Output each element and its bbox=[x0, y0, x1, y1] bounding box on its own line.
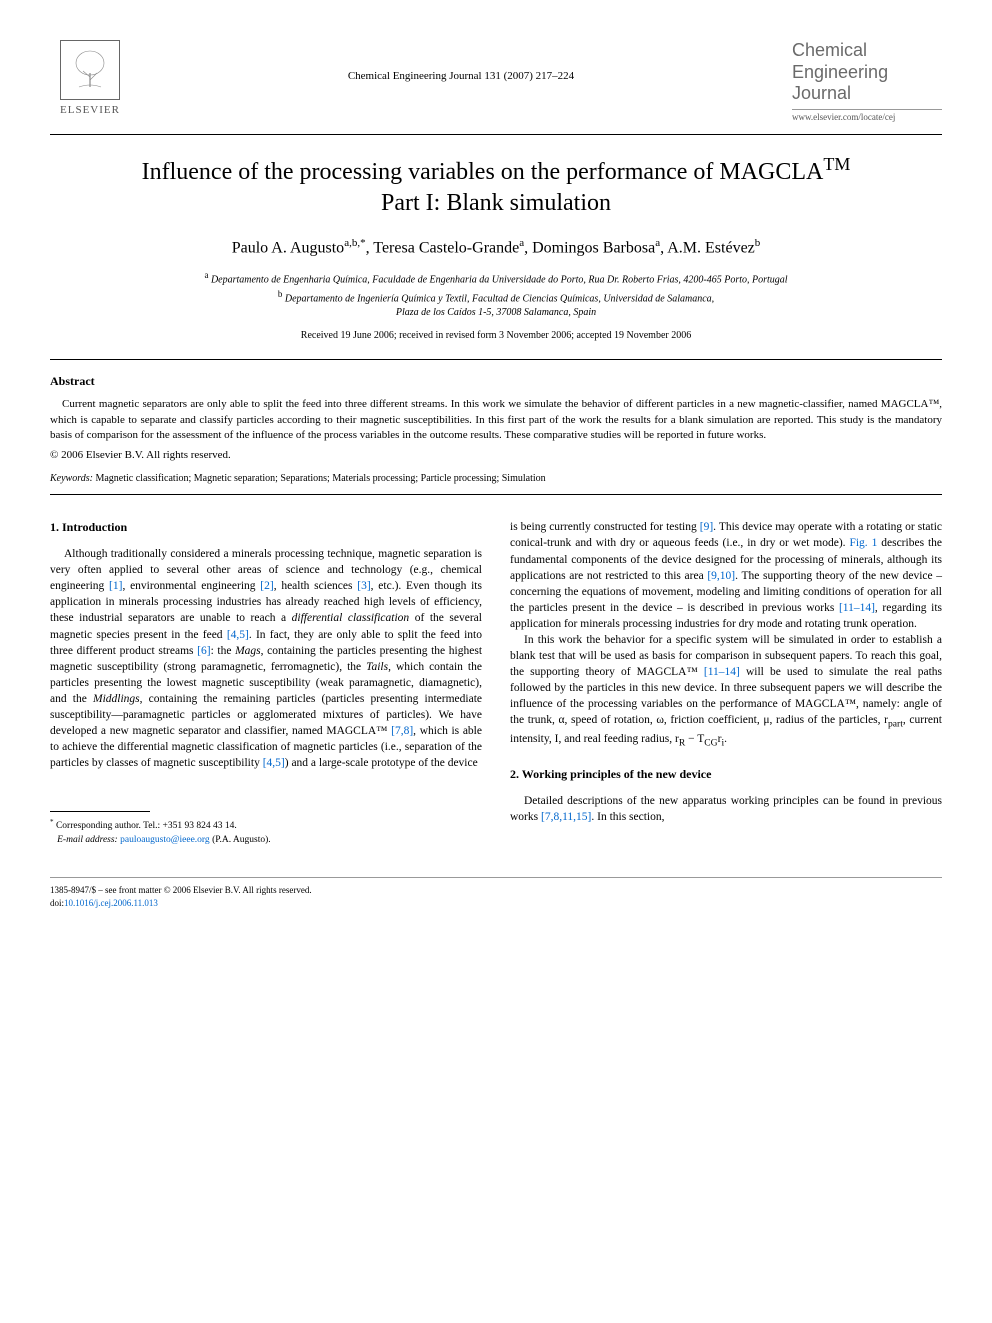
author: Teresa Castelo-Grande bbox=[373, 239, 519, 256]
author: Paulo A. Augusto bbox=[232, 239, 344, 256]
journal-citation: Chemical Engineering Journal 131 (2007) … bbox=[130, 40, 792, 82]
keywords-label: Keywords: bbox=[50, 473, 93, 484]
affiliations: a Departamento de Engenharia Química, Fa… bbox=[50, 269, 942, 320]
citation-link[interactable]: [4,5] bbox=[263, 757, 285, 769]
page-footer: 1385-8947/$ – see front matter © 2006 El… bbox=[50, 884, 942, 909]
citation-link[interactable]: [3] bbox=[357, 580, 370, 592]
journal-url: www.elsevier.com/locate/cej bbox=[792, 109, 942, 122]
author: Domingos Barbosa bbox=[532, 239, 655, 256]
author: A.M. Estévez bbox=[667, 239, 755, 256]
citation-link[interactable]: [7,8] bbox=[391, 725, 413, 737]
horizontal-rule bbox=[50, 494, 942, 495]
citation-link[interactable]: [9,10] bbox=[707, 570, 735, 582]
body-paragraph: In this work the behavior for a specific… bbox=[510, 632, 942, 750]
keywords: Keywords: Magnetic classification; Magne… bbox=[50, 473, 942, 484]
citation-link[interactable]: [7,8,11,15] bbox=[541, 811, 591, 823]
figure-link[interactable]: Fig. 1 bbox=[849, 537, 877, 549]
citation-link[interactable]: [9] bbox=[700, 521, 713, 533]
footnote-separator bbox=[50, 811, 150, 812]
citation-link[interactable]: [2] bbox=[260, 580, 273, 592]
citation-link[interactable]: [6] bbox=[197, 645, 210, 657]
abstract-heading: Abstract bbox=[50, 374, 942, 389]
section-heading: 1. Introduction bbox=[50, 519, 482, 536]
corresponding-author-footnote: * Corresponding author. Tel.: +351 93 82… bbox=[50, 818, 482, 847]
column-left: 1. Introduction Although traditionally c… bbox=[50, 519, 482, 847]
body-paragraph: Detailed descriptions of the new apparat… bbox=[510, 793, 942, 825]
journal-logo-block: Chemical Engineering Journal www.elsevie… bbox=[792, 40, 942, 122]
author-list: Paulo A. Augustoa,b,*, Teresa Castelo-Gr… bbox=[50, 237, 942, 257]
citation-link[interactable]: [11–14] bbox=[839, 602, 875, 614]
citation-link[interactable]: [4,5] bbox=[227, 629, 249, 641]
footer-separator: 1385-8947/$ – see front matter © 2006 El… bbox=[50, 877, 942, 909]
article-title: Influence of the processing variables on… bbox=[50, 153, 942, 219]
horizontal-rule bbox=[50, 134, 942, 135]
horizontal-rule bbox=[50, 359, 942, 360]
elsevier-tree-icon bbox=[60, 40, 120, 100]
doi-link[interactable]: 10.1016/j.cej.2006.11.013 bbox=[64, 898, 158, 908]
section-heading: 2. Working principles of the new device bbox=[510, 766, 942, 783]
citation-link[interactable]: [11–14] bbox=[704, 666, 740, 678]
abstract-copyright: © 2006 Elsevier B.V. All rights reserved… bbox=[50, 449, 942, 461]
body-paragraph: is being currently constructed for testi… bbox=[510, 519, 942, 632]
publisher-name: ELSEVIER bbox=[60, 104, 120, 116]
citation-link[interactable]: [1] bbox=[109, 580, 122, 592]
column-right: is being currently constructed for testi… bbox=[510, 519, 942, 847]
journal-name: Chemical Engineering Journal bbox=[792, 40, 942, 105]
keywords-text: Magnetic classification; Magnetic separa… bbox=[95, 473, 545, 484]
body-columns: 1. Introduction Although traditionally c… bbox=[50, 519, 942, 847]
article-dates: Received 19 June 2006; received in revis… bbox=[50, 330, 942, 341]
email-link[interactable]: pauloaugusto@ieee.org bbox=[120, 835, 210, 845]
body-paragraph: Although traditionally considered a mine… bbox=[50, 546, 482, 771]
publisher-logo: ELSEVIER bbox=[50, 40, 130, 116]
page-header: ELSEVIER Chemical Engineering Journal 13… bbox=[50, 40, 942, 122]
abstract-text: Current magnetic separators are only abl… bbox=[50, 397, 942, 443]
